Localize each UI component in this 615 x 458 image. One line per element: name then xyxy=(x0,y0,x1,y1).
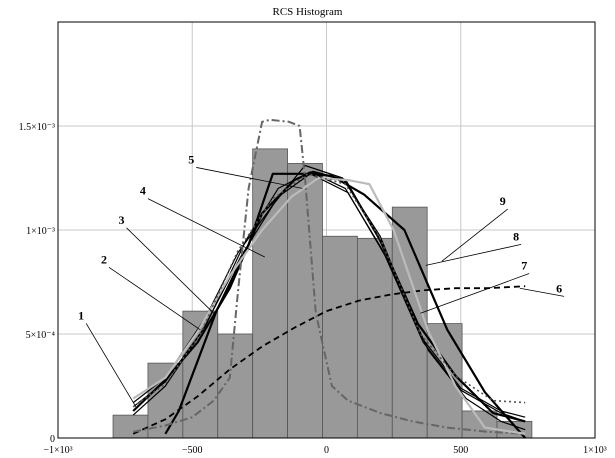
plot-frame xyxy=(57,21,596,439)
series-line-7 xyxy=(133,118,526,435)
histogram-bars xyxy=(112,148,533,439)
annotation-leader xyxy=(196,167,303,189)
annotation-leader xyxy=(441,208,508,262)
annotation-label: 9 xyxy=(500,194,506,208)
histogram-bar xyxy=(147,362,184,439)
annotation-leader xyxy=(108,266,201,331)
annotation-label: 1 xyxy=(78,308,84,322)
histogram-bar xyxy=(217,333,254,439)
series-line-9 xyxy=(132,173,526,408)
series-line-6 xyxy=(132,285,526,435)
chart-title: RCS Histogram xyxy=(272,6,343,18)
histogram-bar xyxy=(322,235,358,439)
annotation-label: 3 xyxy=(118,213,124,227)
x-tick-label: −500 xyxy=(182,445,203,456)
histogram-bar xyxy=(252,148,288,439)
annotation-leader xyxy=(85,323,137,408)
annotation-leader xyxy=(147,198,265,258)
annotation-label: 8 xyxy=(513,229,519,243)
annotation-leader xyxy=(519,287,565,297)
histogram-bar xyxy=(356,237,393,439)
series-line-3 xyxy=(132,173,526,431)
x-tick-label: 500 xyxy=(453,445,468,456)
annotation-label: 6 xyxy=(556,281,562,295)
x-tick-label: 1×10³ xyxy=(583,445,607,456)
annotation-label: 5 xyxy=(188,152,194,166)
x-tick-label: −1×10³ xyxy=(43,445,72,456)
y-tick-label: 5×10⁻⁴ xyxy=(26,330,56,341)
series-line-4 xyxy=(132,170,526,423)
annotations: 1 2 3 4 5 6 7 8 9 xyxy=(78,152,565,408)
y-tick-label: 0 xyxy=(50,434,55,445)
series-line-5 xyxy=(164,172,527,439)
series-line-8 xyxy=(132,176,526,435)
x-tick-label: 0 xyxy=(324,445,329,456)
annotation-leader xyxy=(420,273,530,314)
histogram-bar xyxy=(287,163,323,439)
y-tick-label: 1×10⁻³ xyxy=(26,226,55,237)
y-tick-label: 1.5×10⁻³ xyxy=(19,122,55,133)
annotation-label: 2 xyxy=(101,252,107,266)
annotation-label: 7 xyxy=(521,259,527,273)
histogram-bar xyxy=(182,310,219,439)
annotation-leader xyxy=(126,227,215,314)
histogram-bar xyxy=(112,414,149,439)
annotation-leader xyxy=(425,244,522,266)
annotation-label: 4 xyxy=(140,184,146,198)
axes: −1×10³ −500 0 500 1×10³ 0 5×10⁻⁴ 1×10⁻³ 1.5×10⁻³ xyxy=(19,21,607,456)
series-lines xyxy=(132,118,527,439)
